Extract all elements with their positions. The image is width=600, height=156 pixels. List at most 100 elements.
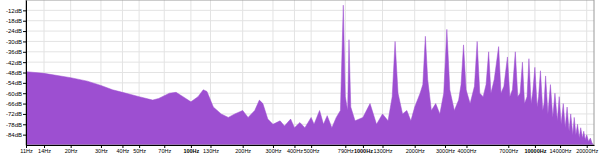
grid-line-y <box>26 10 594 11</box>
x-tick-label: 20Hz <box>65 148 78 154</box>
y-tick-label: -12dB <box>6 8 22 14</box>
x-tick-label: 1300Hz <box>374 148 393 154</box>
grid-line-y <box>26 31 594 32</box>
y-tick: -54dB <box>6 80 26 86</box>
x-tick-label: 400Hz <box>287 148 303 154</box>
y-tick-label: -36dB <box>6 49 22 55</box>
y-tick: -78dB <box>6 122 26 128</box>
grid-line-y <box>26 62 594 63</box>
y-tick: -30dB <box>6 39 26 45</box>
y-tick-mark <box>23 62 26 63</box>
y-tick-mark <box>23 104 26 105</box>
x-tick: 14Hz <box>38 145 51 154</box>
grid <box>26 0 594 145</box>
y-tick: -12dB <box>6 8 26 14</box>
y-tick-label: -18dB <box>6 18 22 24</box>
y-tick-mark <box>23 21 26 22</box>
x-tick: 20000Hz <box>576 145 598 154</box>
x-axis-line <box>27 145 595 146</box>
x-tick-label: 10000Hz <box>524 148 546 154</box>
x-tick-label: 30Hz <box>95 148 108 154</box>
x-tick: 100Hz <box>183 145 199 154</box>
x-tick-label: 100Hz <box>183 148 199 154</box>
x-axis: 11Hz 14Hz 20Hz 30Hz 40Hz50Hz 70Hz 100Hz 130Hz 20… <box>20 145 598 154</box>
x-tick-label: 790Hz <box>338 148 354 154</box>
grid-line-y <box>26 41 594 42</box>
grid-line-y <box>26 20 594 21</box>
x-tick: 1000Hz <box>354 145 373 154</box>
y-tick-mark <box>23 31 26 32</box>
y-tick-label: -54dB <box>6 80 22 86</box>
x-tick: 40Hz <box>117 145 130 154</box>
y-tick-label: -48dB <box>6 70 22 76</box>
y-tick-label: -66dB <box>6 101 22 107</box>
x-tick-label: 130Hz <box>203 148 219 154</box>
x-tick-label: 1000Hz <box>354 148 373 154</box>
grid-line-y <box>26 72 594 73</box>
y-tick: -18dB <box>6 18 26 24</box>
y-tick-label: -78dB <box>6 122 22 128</box>
x-tick-label: 2000Hz <box>406 148 425 154</box>
y-axis: -12dB -18dB -24dB -30dB -36dB -42dB -48dB -54dB… <box>6 1 27 146</box>
x-tick: 30Hz <box>95 145 108 154</box>
x-tick: 10000Hz <box>524 145 546 154</box>
y-axis-line <box>26 1 27 146</box>
x-tick-label: 70Hz <box>158 148 171 154</box>
x-tick: 14000Hz <box>550 145 572 154</box>
x-tick: 130Hz <box>203 145 219 154</box>
x-tick-label: 4000Hz <box>457 148 476 154</box>
x-tick-label: 14000Hz <box>550 148 572 154</box>
x-tick-label: 200Hz <box>235 148 251 154</box>
y-tick: -72dB <box>6 111 26 117</box>
y-tick: -42dB <box>6 60 26 66</box>
x-tick: 400Hz <box>287 145 303 154</box>
grid-line-y <box>26 51 594 52</box>
y-tick: -60dB <box>6 91 26 97</box>
y-tick-label: -24dB <box>6 28 22 34</box>
x-tick: 11Hz <box>20 145 33 154</box>
x-tick: 790Hz <box>338 145 354 154</box>
x-tick-label: 500Hz <box>304 148 320 154</box>
x-tick-label: 50Hz <box>133 148 146 154</box>
x-tick-label: 20000Hz <box>576 148 598 154</box>
y-tick-mark <box>23 135 26 136</box>
x-tick: 50Hz <box>133 145 146 154</box>
x-tick: 300Hz <box>266 145 282 154</box>
x-tick-label: 11Hz <box>20 148 33 154</box>
x-tick: 70Hz <box>158 145 171 154</box>
y-tick-label: -30dB <box>6 39 22 45</box>
x-tick: 20Hz <box>65 145 78 154</box>
y-tick: -66dB <box>6 101 26 107</box>
x-tick: 7000Hz <box>499 145 518 154</box>
plot-area <box>26 5 594 145</box>
y-tick: -84dB <box>6 132 26 138</box>
y-tick-mark <box>23 41 26 42</box>
x-tick-label: 7000Hz <box>499 148 518 154</box>
x-tick: 4000Hz <box>457 145 476 154</box>
x-tick: 200Hz <box>235 145 251 154</box>
plot-frame <box>26 0 594 145</box>
x-tick: 3000Hz <box>436 145 455 154</box>
chart: -12dB -18dB -24dB -30dB -36dB -42dB -48dB -54dB… <box>0 0 600 156</box>
y-tick-label: -42dB <box>6 60 22 66</box>
x-tick: 2000Hz <box>406 145 425 154</box>
y-tick-mark <box>23 73 26 74</box>
y-tick-mark <box>23 124 26 125</box>
x-tick-label: 3000Hz <box>436 148 455 154</box>
plot-background <box>26 0 594 145</box>
x-tick: 1300Hz <box>374 145 393 154</box>
y-tick-mark <box>23 52 26 53</box>
x-tick-label: 40Hz <box>117 148 130 154</box>
y-tick-label: -72dB <box>6 111 22 117</box>
y-tick-mark <box>23 93 26 94</box>
y-tick-mark <box>23 10 26 11</box>
y-tick: -24dB <box>6 28 26 34</box>
y-tick: -36dB <box>6 49 26 55</box>
y-tick-label: -60dB <box>6 91 22 97</box>
y-tick-label: -84dB <box>6 132 22 138</box>
y-tick: -48dB <box>6 70 26 76</box>
x-tick: 500Hz <box>304 145 320 154</box>
x-tick-label: 14Hz <box>38 148 51 154</box>
spectrum-area <box>26 5 594 145</box>
y-tick-mark <box>23 114 26 115</box>
